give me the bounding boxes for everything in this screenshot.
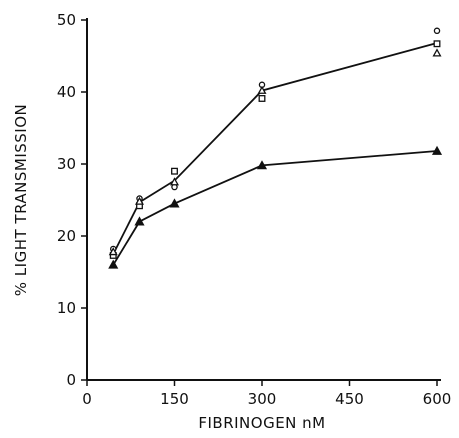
marker-open-square bbox=[258, 95, 266, 102]
marker-open-triangle bbox=[108, 247, 118, 256]
y-tick-label: 30 bbox=[57, 155, 76, 173]
x-tick-label: 450 bbox=[335, 390, 364, 408]
x-tick-label: 150 bbox=[160, 390, 189, 408]
y-tick-label: 40 bbox=[57, 83, 76, 101]
marker-open-triangle bbox=[134, 196, 145, 205]
marker-open-triangle bbox=[257, 85, 267, 94]
marker-open-square bbox=[171, 167, 178, 175]
marker-open-square bbox=[433, 40, 441, 48]
y-tick-label: 20 bbox=[57, 227, 76, 245]
y-tick-label: 0 bbox=[66, 371, 76, 389]
x-axis-title: FIBRINOGEN nM bbox=[198, 414, 325, 432]
y-tick-label: 50 bbox=[57, 11, 76, 29]
marker-filled-triangle bbox=[256, 160, 268, 170]
x-tick-label: 600 bbox=[423, 390, 452, 408]
series-line-filled-triangle bbox=[112, 150, 438, 266]
x-tick-label: 300 bbox=[248, 390, 277, 408]
y-axis-title: % LIGHT TRANSMISSION bbox=[12, 104, 30, 296]
marker-filled-triangle bbox=[431, 145, 443, 155]
marker-open-circle bbox=[433, 27, 441, 35]
marker-filled-triangle bbox=[134, 216, 145, 226]
y-tick-labels: 0 10 20 30 40 50 bbox=[57, 11, 76, 389]
marker-open-triangle bbox=[432, 48, 442, 57]
axes bbox=[81, 18, 441, 386]
y-tick-label: 10 bbox=[57, 299, 76, 317]
fit-line-open-symbols bbox=[112, 42, 438, 255]
x-tick-labels: 0 150 300 450 600 bbox=[82, 390, 451, 408]
series-lines bbox=[112, 42, 438, 266]
marker-filled-triangle bbox=[169, 198, 180, 208]
data-markers bbox=[108, 27, 443, 269]
marker-filled-triangle bbox=[108, 259, 119, 269]
x-tick-label: 0 bbox=[82, 390, 92, 408]
marker-open-triangle bbox=[169, 177, 180, 186]
